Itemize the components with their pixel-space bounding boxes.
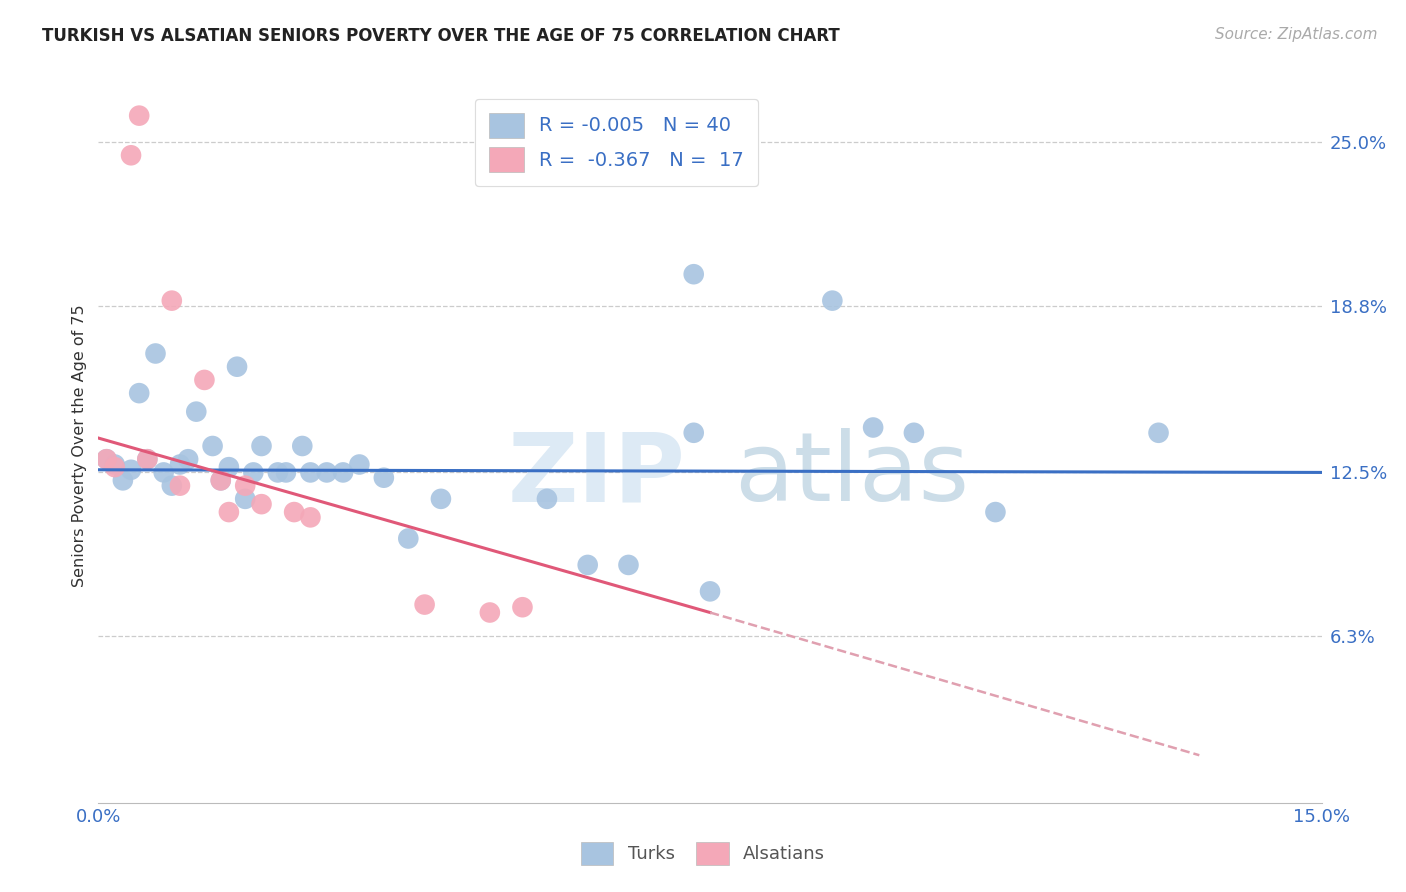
Point (242, 466, 264, 480)
Point (478, 606, 501, 620)
Point (413, 598, 436, 612)
Point (111, 474, 134, 488)
Point (169, 478, 191, 492)
Point (177, 452, 200, 467)
Point (152, 466, 174, 480)
Point (128, 109, 150, 123)
Point (128, 386, 150, 401)
Point (373, 471, 395, 485)
Point (104, 458, 127, 472)
Point (903, 425, 925, 440)
Legend: Turks, Alsatians: Turks, Alsatians (572, 833, 834, 874)
Point (699, 584, 721, 599)
Point (160, 478, 183, 492)
Point (291, 439, 314, 453)
Point (169, 458, 191, 472)
Point (984, 505, 1007, 519)
Point (682, 267, 704, 281)
Point (821, 293, 844, 308)
Point (209, 474, 232, 488)
Point (1147, 425, 1170, 440)
Point (536, 491, 558, 506)
Legend: R = -0.005   N = 40, R =  -0.367   N =  17: R = -0.005 N = 40, R = -0.367 N = 17 (475, 99, 758, 186)
Point (136, 452, 159, 467)
Point (250, 497, 273, 511)
Point (218, 505, 240, 519)
Point (396, 532, 419, 546)
Point (512, 600, 534, 615)
Point (617, 558, 640, 572)
Point (274, 466, 297, 480)
Point (299, 466, 322, 480)
Point (233, 478, 256, 492)
Point (226, 359, 249, 374)
Point (96, 452, 118, 467)
Point (209, 474, 232, 488)
Point (315, 466, 337, 480)
Text: atlas: atlas (734, 428, 970, 521)
Point (430, 491, 453, 506)
Point (104, 460, 127, 475)
Point (233, 491, 256, 506)
Point (120, 463, 142, 477)
Point (120, 148, 142, 162)
Point (283, 505, 305, 519)
Point (862, 420, 884, 434)
Point (576, 558, 599, 572)
Point (193, 373, 215, 387)
Y-axis label: Seniors Poverty Over the Age of 75: Seniors Poverty Over the Age of 75 (72, 305, 87, 587)
Point (136, 452, 159, 467)
Point (349, 458, 371, 472)
Point (145, 346, 167, 360)
Point (250, 439, 273, 453)
Point (267, 466, 290, 480)
Point (299, 510, 322, 524)
Text: ZIP: ZIP (508, 428, 686, 521)
Point (218, 460, 240, 475)
Point (332, 466, 354, 480)
Text: Source: ZipAtlas.com: Source: ZipAtlas.com (1215, 27, 1378, 42)
Point (186, 404, 208, 418)
Text: TURKISH VS ALSATIAN SENIORS POVERTY OVER THE AGE OF 75 CORRELATION CHART: TURKISH VS ALSATIAN SENIORS POVERTY OVER… (42, 27, 839, 45)
Point (96, 452, 118, 467)
Point (160, 293, 183, 308)
Point (201, 439, 224, 453)
Point (682, 425, 704, 440)
